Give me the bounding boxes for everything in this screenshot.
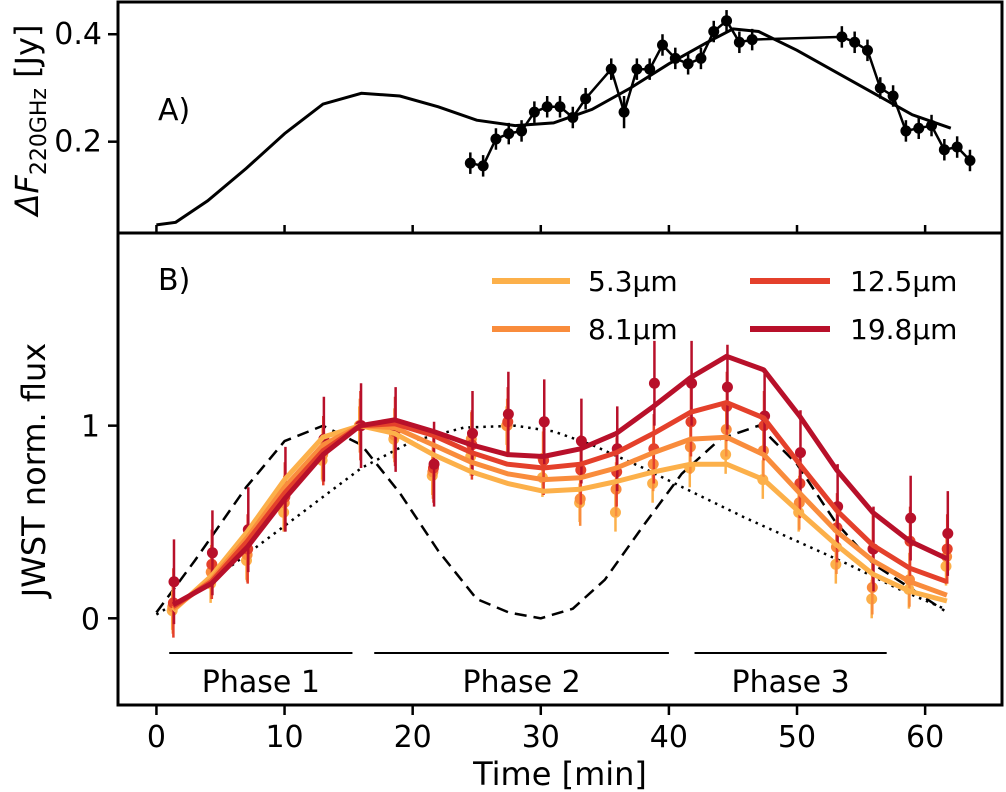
phase-label-2: Phase 2 bbox=[462, 665, 580, 700]
legend-label-5-3: 5.3µm bbox=[588, 265, 678, 298]
panel-a-data-point bbox=[733, 36, 745, 48]
panel-a-label: A) bbox=[158, 93, 190, 128]
panel-a-data-point bbox=[605, 63, 617, 75]
panel-b-xtick-label: 40 bbox=[650, 720, 688, 755]
panel-a-data-point bbox=[631, 63, 643, 75]
panel-a-data-point bbox=[951, 141, 963, 153]
panel-a-data-point bbox=[836, 31, 848, 43]
legend: 5.3µm 8.1µm 12.5µm 19.8µm bbox=[492, 265, 957, 346]
panel-a-data-point bbox=[669, 52, 681, 64]
panel-b-series-line-3 bbox=[171, 353, 948, 607]
panel-b-data-point-3 bbox=[168, 576, 180, 588]
panel-b-ytick-label: 1 bbox=[81, 410, 100, 445]
panel-a-data-point bbox=[618, 106, 630, 118]
panel-a-data-point bbox=[887, 90, 899, 102]
panel-b-xtick-label: 60 bbox=[906, 720, 944, 755]
panel-a-data-point bbox=[746, 34, 758, 46]
panel-a-data-point bbox=[964, 154, 976, 166]
panel-a-data-point bbox=[926, 120, 938, 132]
panel-a-data-point bbox=[861, 44, 873, 56]
panel-a-ylabel-main: ΔF bbox=[8, 175, 46, 219]
panel-b-data-point-3 bbox=[428, 458, 440, 470]
panel-b-series-line-2 bbox=[171, 400, 948, 609]
panel-b-ytick-label: 0 bbox=[81, 602, 100, 637]
phase-label-1: Phase 1 bbox=[202, 665, 320, 700]
panel-b-data-point-3 bbox=[942, 528, 954, 540]
panel-a-data-point bbox=[580, 93, 592, 105]
panel-b-data-point-3 bbox=[502, 408, 514, 420]
panel-b-data-point-3 bbox=[794, 447, 806, 459]
panel-b-data-point-3 bbox=[206, 547, 218, 559]
panel-b-data-point-3 bbox=[905, 512, 917, 524]
panel-a-ylabel-sub: 220GHz bbox=[27, 88, 52, 175]
panel-a-data-point bbox=[849, 36, 861, 48]
panel-b-ylabel: JWST norm. flux bbox=[15, 343, 53, 599]
panel-a-model-line bbox=[156, 27, 952, 227]
panel-a-data-point bbox=[721, 15, 733, 27]
panel-a-data-point bbox=[656, 39, 668, 51]
panel-a-data-point bbox=[644, 63, 656, 75]
panel-a-data-point bbox=[477, 160, 489, 172]
panel-a-data-point bbox=[938, 144, 950, 156]
panel-b-xtick-label: 0 bbox=[147, 720, 166, 755]
panel-a-ylabel: ΔF220GHz [Jy] bbox=[8, 25, 52, 219]
panel-b-data-point-3 bbox=[538, 416, 550, 428]
panel-b-data-point-3 bbox=[721, 381, 733, 393]
panel-b-data-point-3 bbox=[575, 435, 587, 447]
panel-b-xtick-label: 50 bbox=[778, 720, 816, 755]
phase-label-3: Phase 3 bbox=[732, 665, 850, 700]
panel-b-xtick-label: 30 bbox=[522, 720, 560, 755]
panel-b-xtick-label: 10 bbox=[265, 720, 303, 755]
panel-b-data-point-3 bbox=[467, 427, 478, 439]
panel-a-data-point bbox=[541, 101, 553, 113]
panel-a-data-point bbox=[464, 157, 476, 169]
panel-a-data-point bbox=[490, 133, 502, 145]
panel-a-ytick-label: 0.4 bbox=[54, 17, 102, 52]
panel-b-xtick-label: 20 bbox=[394, 720, 432, 755]
panel-a-data-point bbox=[554, 101, 566, 113]
panel-b-dashed-model bbox=[155, 424, 945, 620]
panel-a-data-point bbox=[682, 58, 694, 70]
legend-label-12-5: 12.5µm bbox=[850, 265, 957, 298]
panel-a-data-point bbox=[567, 112, 579, 123]
panel-a: 0.2 0.4 bbox=[54, 10, 976, 233]
legend-label-8-1: 8.1µm bbox=[588, 313, 678, 346]
panel-a-data-point bbox=[695, 52, 707, 64]
panel-a-ylabel-unit: [Jy] bbox=[8, 25, 46, 89]
panel-a-ytick-label: 0.2 bbox=[54, 125, 102, 160]
panel-a-data-point bbox=[528, 106, 540, 118]
panel-a-data-point bbox=[708, 26, 720, 38]
x-axis-title: Time [min] bbox=[472, 755, 647, 792]
panel-a-data-point bbox=[874, 82, 886, 94]
panel-b-label: B) bbox=[158, 263, 190, 298]
panel-a-data-point bbox=[900, 125, 912, 137]
panel-a-data-point bbox=[503, 128, 515, 140]
panel-b-data-point-3 bbox=[648, 377, 660, 389]
panel-b-dotted-model bbox=[155, 424, 945, 616]
panel-a-data-point bbox=[913, 122, 925, 134]
panel-a-data-point bbox=[516, 125, 528, 137]
legend-label-19-8: 19.8µm bbox=[850, 313, 957, 346]
panel-b-frame bbox=[116, 231, 1004, 707]
panel-b-series-line-1 bbox=[171, 423, 948, 611]
panel-b-series-line-0 bbox=[171, 423, 948, 613]
